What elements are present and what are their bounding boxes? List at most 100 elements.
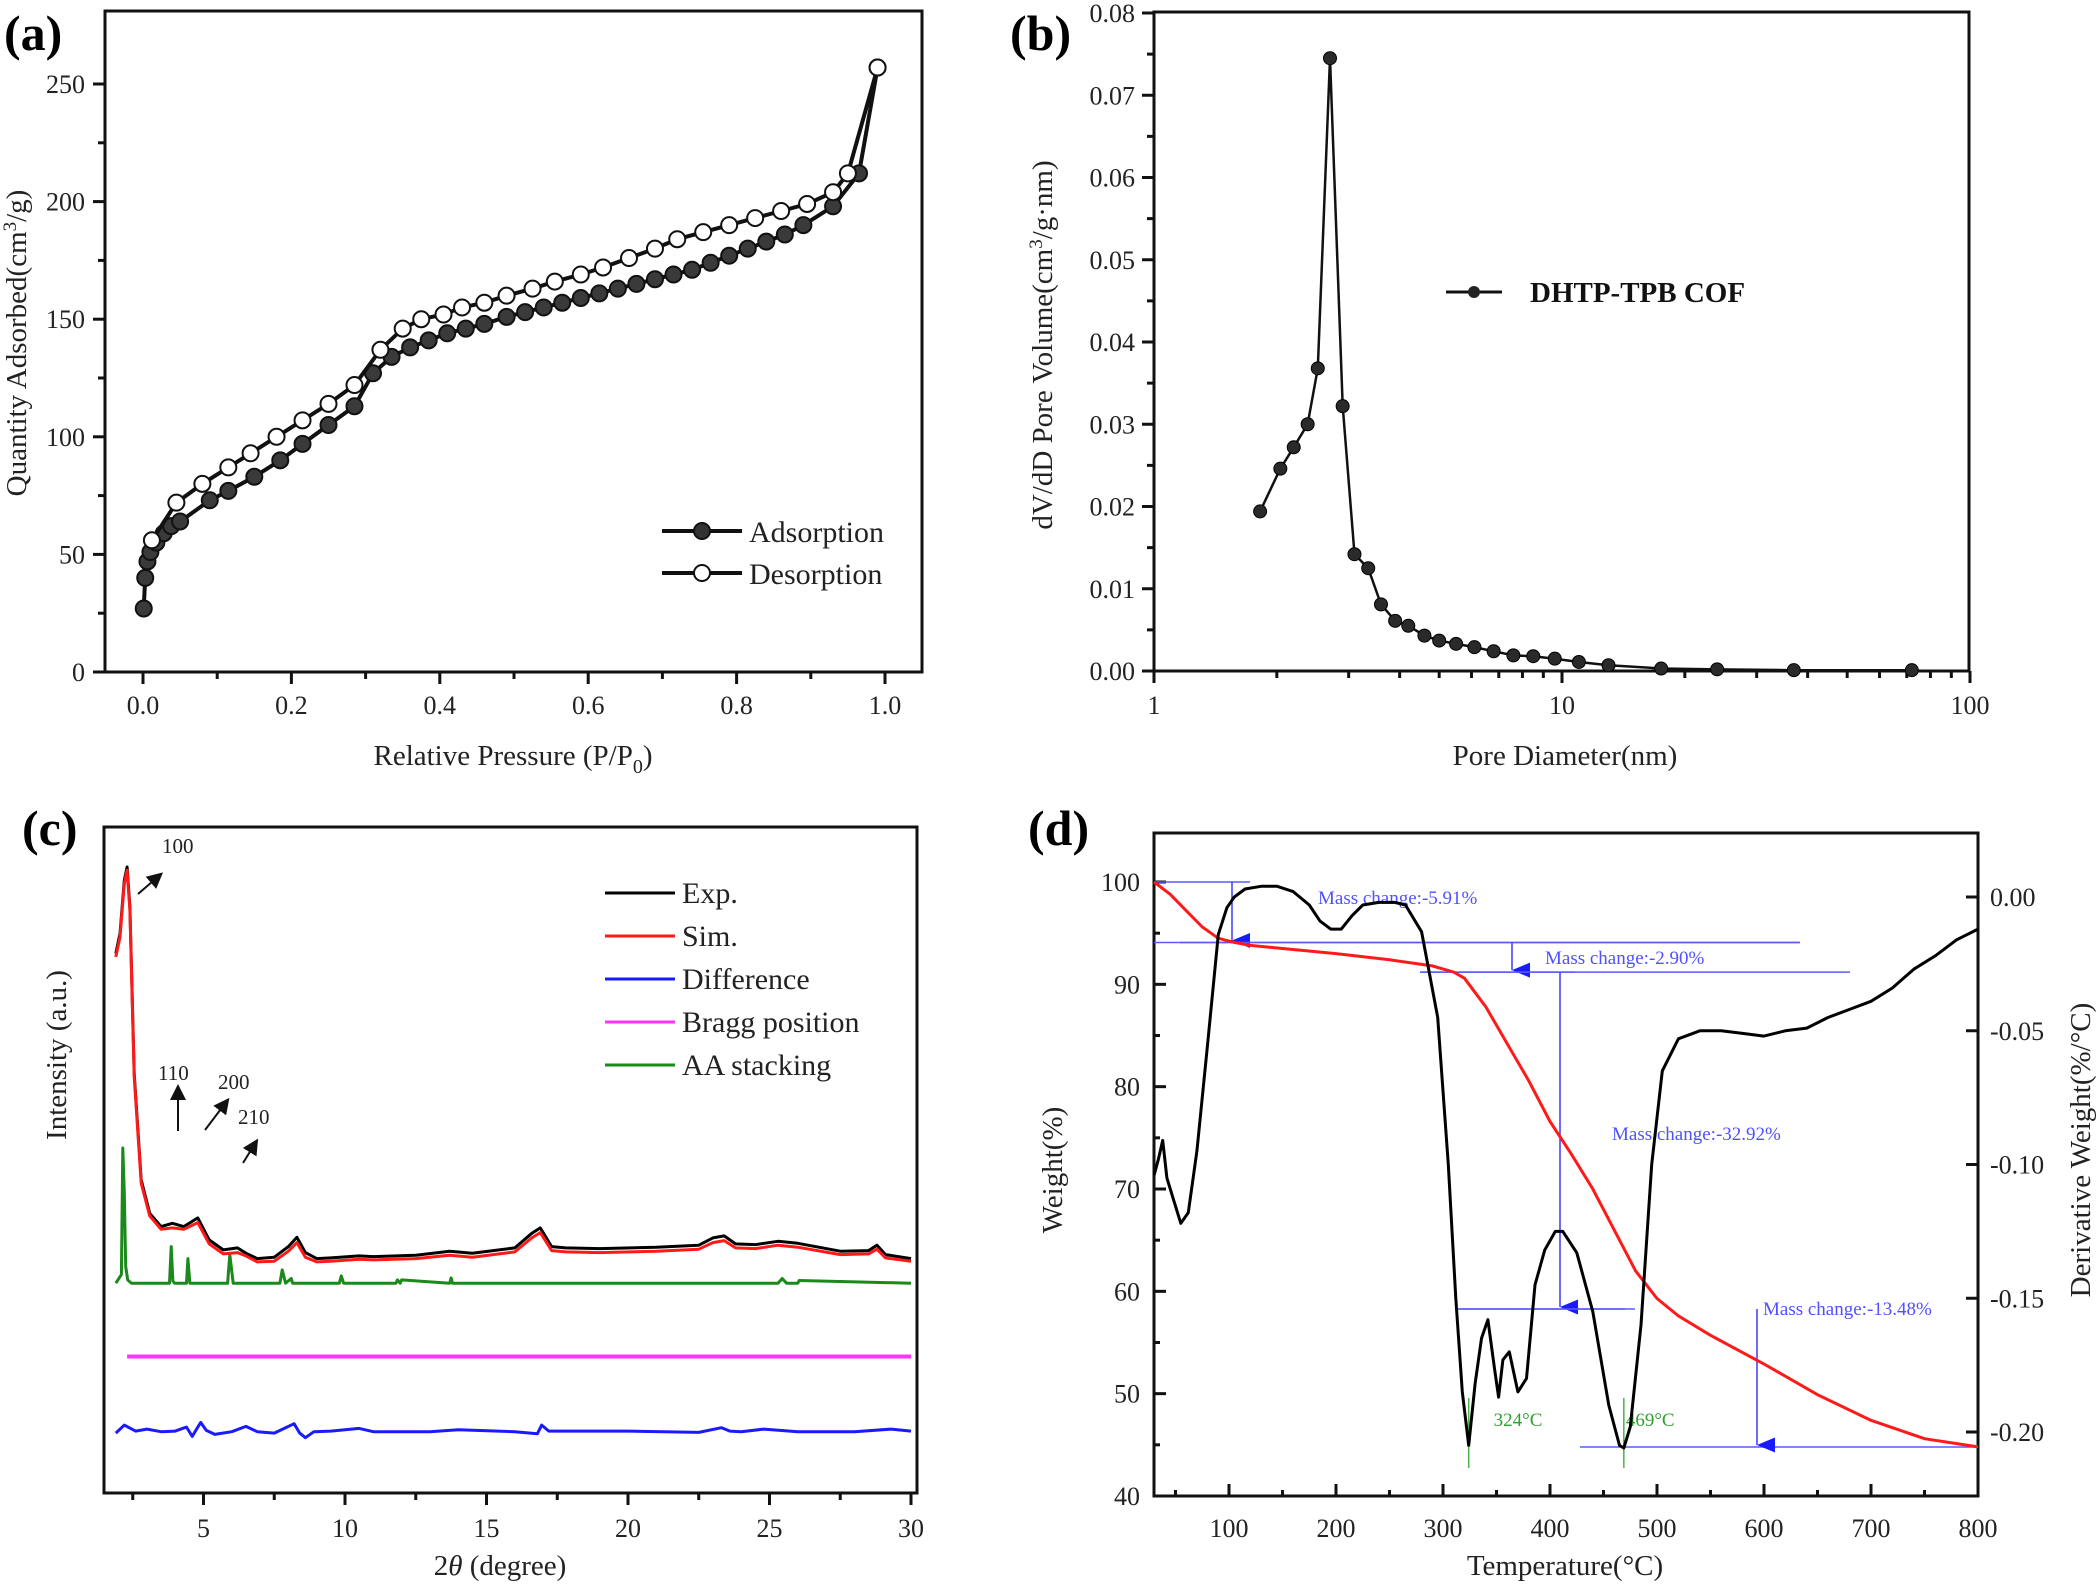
y-tick-label-a: 0 [72,658,85,687]
desorption-point [746,209,765,228]
legend-label-desorption: Desorption [749,558,882,591]
x-tick-label-b: 1 [1148,691,1161,720]
x-tick-label-d: 400 [1531,1514,1570,1543]
mass-change-label: Mass change:-13.48% [1763,1299,1932,1320]
y-tick-label-b: 0.01 [1090,575,1136,604]
adsorption-point [419,331,438,350]
x-tick-label-d: 200 [1317,1514,1356,1543]
adsorption-point [319,416,338,435]
adsorption-point [553,293,572,312]
y-tick-label-right-d: -0.15 [1990,1284,2044,1313]
pore-distribution-point [1547,651,1562,666]
adsorption-point [497,307,516,326]
y-tick-label-b: 0.05 [1090,246,1136,275]
desorption-point [475,293,494,312]
legend-item-desorption: Desorption [662,558,882,591]
x-tick-label-c: 10 [332,1514,358,1543]
x-tick-label-d: 600 [1745,1514,1784,1543]
panel-b-pore-size: (b) 1 10 100 0.00 0.01 0.02 0.03 0.04 0.05 0.06 0.… [1010,0,1990,772]
x-axis-title-b: Pore Diameter(nm) [1453,740,1678,772]
hkl-label-200: 200 [218,1070,250,1094]
y-tick-label-left-d: 40 [1114,1482,1140,1511]
mass-change-label: Mass change:-2.90% [1545,948,1705,969]
legend-item-sim: Sim. [605,920,738,953]
legend-item-difference: Difference [605,963,810,996]
mass-change-annotation: Mass change:-32.92% [1420,971,1781,1315]
desorption-point [594,258,613,277]
series-a [134,58,887,618]
y-tick-label-right-d: -0.20 [1990,1418,2044,1447]
adsorption-point [590,284,609,303]
desorption-point [393,319,412,338]
pore-distribution-point [1388,613,1403,628]
y-tick-label-b: 0.04 [1090,328,1136,357]
x-tick-label-c: 15 [474,1514,500,1543]
mass-change-annotation: Mass change:-13.48% [1455,1299,1977,1453]
pore-distribution-point [1654,661,1669,676]
sim-line [114,868,912,1264]
y-tick-label-a: 200 [46,188,85,217]
y-tick-label-left-d: 80 [1114,1073,1140,1102]
mass-change-annotation: Mass change:-5.91% [1154,881,1800,948]
legend-label: Bragg position [682,1006,860,1039]
panel-a-isotherm: (a) 0.0 0.2 0.4 0.6 0.8 1.0 0 50 100 150 200 250 Qu… [0,5,924,778]
pore-distribution-point [1904,663,1919,678]
y-axis-title-left-d: Weight(%) [1037,1107,1069,1234]
legend-c: Exp. Sim. Difference Bragg position AA stack… [605,877,860,1082]
x-tick-label-c: 20 [615,1514,641,1543]
x-tick-label-c: 25 [757,1514,783,1543]
pore-distribution-point [1322,51,1337,66]
adsorption-point [345,397,364,416]
adsorption-point [683,260,702,279]
mass-change-annotations: Mass change:-5.91% Mass change:-2.90% Mass… [1154,881,1977,1468]
desorption-point [694,223,713,242]
y-tick-label-left-d: 100 [1101,868,1140,897]
pore-distribution-point [1417,628,1432,643]
desorption-point [453,298,472,317]
y-axis-title-c: Intensity (a.u.) [41,970,73,1140]
desorption-point [838,164,857,183]
desorption-point [720,216,739,235]
x-axis-title-a: Relative Pressure (P/P0) [373,740,652,778]
axis-ticks-c: 5 10 15 20 25 30 [131,1493,924,1543]
panel-d-tga: (d) 100 200 300 400 500 600 700 800 40 50 60 70 80 90… [1028,800,2097,1582]
legend-label-dhtp-tpb-cof: DHTP-TPB COF [1530,277,1745,309]
desorption-point [798,194,817,213]
adsorption-point [171,512,190,531]
desorption-point [371,340,390,359]
pore-distribution-line [1258,58,1912,672]
legend-label: Exp. [682,877,738,910]
series-c [114,865,912,1440]
pore-distribution-point [1467,640,1482,655]
plot-frame-b [1152,10,1971,673]
axis-ticks-d: 100 200 300 400 500 600 700 800 40 50 60 70 80 90 100 0… [1101,868,2044,1543]
x-tick-label-d: 500 [1638,1514,1677,1543]
panel-c-pxrd: (c) 5 10 15 20 25 30 100 110 200 210 Intensity (… [22,800,924,1582]
exp-line [114,865,912,1261]
x-tick-label-a: 1.0 [869,691,902,720]
pore-distribution-point [1710,662,1725,677]
desorption-line [150,66,880,542]
y-tick-label-b: 0.06 [1090,164,1136,193]
desorption-point [824,183,843,202]
x-tick-label-c: 30 [898,1514,924,1543]
pore-distribution-point [1506,648,1521,663]
adsorption-point [516,303,535,322]
desorption-point [293,411,312,430]
pore-distribution-point [1300,417,1315,432]
hkl-annotations: 100 110 200 210 [137,834,270,1164]
hkl-label-210: 210 [238,1105,270,1129]
desorption-point [167,493,186,512]
y-tick-label-left-d: 60 [1114,1277,1140,1306]
weight-curve [1153,880,1979,1449]
pore-distribution-point [1601,658,1616,673]
panel-label-a: (a) [4,5,62,61]
adsorption-point [738,239,757,258]
plot-frame-c [102,825,919,1495]
legend-label: AA stacking [682,1049,831,1082]
y-tick-label-a: 250 [46,70,85,99]
panel-label-b: (b) [1010,5,1071,61]
pore-distribution-point [1526,649,1541,664]
hkl-arrow [137,872,164,895]
x-tick-label-a: 0.8 [720,691,753,720]
